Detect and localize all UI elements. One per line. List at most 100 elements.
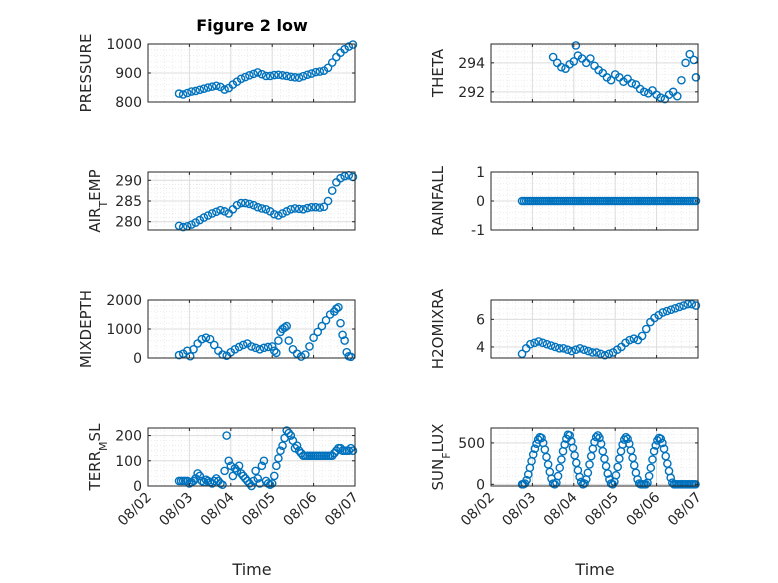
data-point xyxy=(687,299,697,309)
data-point xyxy=(247,342,256,351)
data-point xyxy=(292,441,302,450)
plot-area xyxy=(491,44,698,102)
data-point xyxy=(240,198,250,208)
y-axis-label-part: TERR xyxy=(86,451,104,492)
data-point xyxy=(689,55,699,65)
data-point xyxy=(557,62,566,72)
data-point xyxy=(641,480,651,489)
y-tick-label: 292 xyxy=(458,85,485,101)
data-point xyxy=(656,93,666,102)
y-tick-label: 4 xyxy=(476,340,485,356)
data-point xyxy=(236,198,246,208)
data-point xyxy=(530,338,539,348)
subplot-0: 800 900 1000 PRESSURE xyxy=(77,34,358,112)
data-point xyxy=(249,69,258,79)
data-point xyxy=(338,330,347,340)
data-point xyxy=(553,471,563,481)
data-point xyxy=(348,40,358,49)
data-point xyxy=(555,463,565,473)
data-point xyxy=(565,431,574,440)
y-axis-label-subscript: M xyxy=(97,441,110,451)
data-point xyxy=(644,471,654,481)
data-point xyxy=(282,426,291,435)
data-point xyxy=(346,352,356,362)
subplot-1: 292 294 THETA xyxy=(429,41,701,104)
data-point xyxy=(276,446,285,455)
data-point xyxy=(272,348,281,358)
data-point xyxy=(305,342,314,351)
data-point xyxy=(332,304,341,314)
y-axis-label: THETA xyxy=(429,48,447,98)
y-tick-label: 285 xyxy=(115,194,142,210)
data-point xyxy=(257,204,267,213)
data-point xyxy=(329,448,339,458)
data-point xyxy=(309,333,318,343)
data-point xyxy=(203,83,213,92)
data-point xyxy=(580,479,589,488)
data-point xyxy=(296,352,306,361)
data-point xyxy=(666,473,675,483)
data-point xyxy=(238,471,248,481)
data-point xyxy=(236,469,246,478)
data-point xyxy=(588,348,597,357)
data-point xyxy=(348,446,358,455)
data-point xyxy=(174,350,184,360)
data-point xyxy=(274,211,283,220)
data-point xyxy=(236,74,246,84)
y-axis-label: RAINFALL xyxy=(429,165,447,236)
y-axis-label: AIRTEMP xyxy=(86,169,110,232)
data-point xyxy=(240,72,250,82)
data-point xyxy=(257,69,267,79)
data-point xyxy=(670,303,680,313)
data-point xyxy=(278,441,287,450)
data-point xyxy=(307,202,316,212)
data-point xyxy=(327,186,337,195)
data-point xyxy=(307,69,316,78)
data-point xyxy=(183,476,192,486)
data-point xyxy=(317,321,327,331)
data-point xyxy=(681,58,690,68)
data-point xyxy=(550,342,560,352)
axes-box xyxy=(147,427,356,487)
data-point xyxy=(603,469,613,478)
data-point xyxy=(575,344,585,353)
data-point xyxy=(583,468,593,478)
data-point xyxy=(559,344,568,353)
data-point xyxy=(550,480,560,489)
axes-box xyxy=(490,427,699,487)
data-point xyxy=(274,336,283,345)
data-point xyxy=(571,345,581,355)
data-point xyxy=(255,344,265,354)
data-point xyxy=(282,321,291,331)
data-point xyxy=(639,87,649,97)
data-point xyxy=(683,299,692,309)
data-point xyxy=(174,221,184,231)
data-point xyxy=(205,334,215,344)
x-axis-label-right: Time xyxy=(574,560,614,579)
data-point xyxy=(340,336,349,345)
data-point xyxy=(267,479,277,488)
data-point xyxy=(209,340,219,350)
data-point xyxy=(212,81,221,91)
data-point xyxy=(538,338,548,348)
data-point xyxy=(315,203,325,212)
data-point xyxy=(294,73,304,82)
data-point xyxy=(201,333,211,343)
data-point xyxy=(245,71,254,80)
data-point xyxy=(240,474,250,483)
data-point xyxy=(216,205,225,215)
data-point xyxy=(286,204,296,214)
data-point xyxy=(218,480,227,490)
data-point xyxy=(595,433,604,443)
data-point xyxy=(284,428,294,438)
data-point xyxy=(178,222,188,232)
y-tick-label: 290 xyxy=(115,173,142,189)
data-point xyxy=(321,315,331,325)
data-point xyxy=(212,474,221,483)
data-point xyxy=(282,71,291,81)
data-point xyxy=(336,318,345,328)
data-point xyxy=(567,346,577,356)
data-point xyxy=(238,340,248,350)
data-point xyxy=(592,348,601,357)
data-point xyxy=(323,196,333,206)
